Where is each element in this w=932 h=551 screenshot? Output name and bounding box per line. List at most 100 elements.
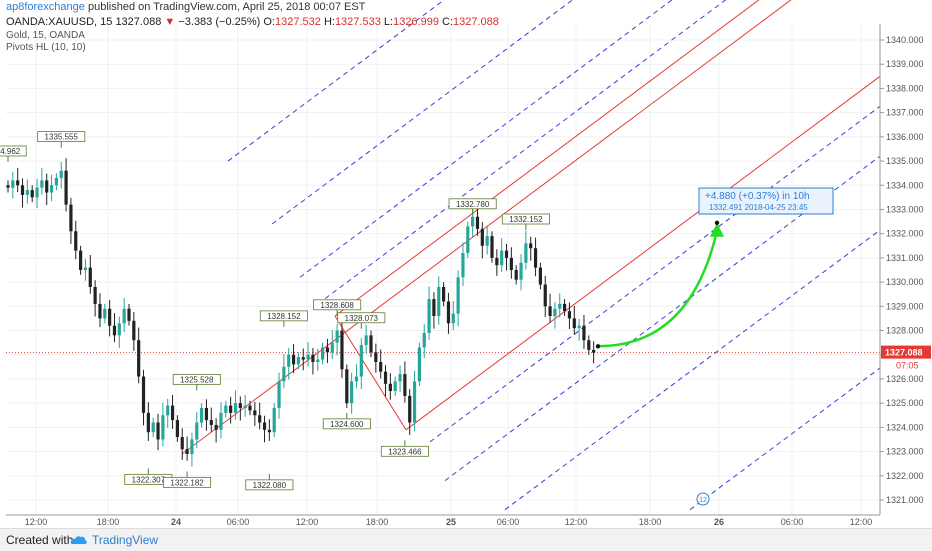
- candle-body: [267, 429, 271, 433]
- candle-body: [238, 403, 242, 408]
- time-tick-label: 24: [171, 517, 181, 527]
- candle-body: [364, 335, 368, 346]
- pitchfork-handle: [334, 315, 407, 431]
- close-value: 1327.088: [453, 16, 499, 28]
- high-label: H:: [323, 16, 335, 28]
- candle-body: [64, 170, 68, 205]
- candle-body: [548, 306, 552, 316]
- chart-header: ap8forexchange published on TradingView.…: [6, 0, 499, 54]
- pivot-label-box: [245, 479, 294, 491]
- time-tick-label: 26: [714, 517, 724, 527]
- candle-body: [432, 299, 436, 316]
- price-tick-label: 1323.000: [886, 447, 924, 457]
- ohlc-line: OANDA:XAUUSD, 15 1327.088 ▼ −3.383 (−0.2…: [6, 15, 499, 30]
- candle-body: [151, 422, 155, 433]
- pivot-label: 1335.555: [45, 133, 79, 142]
- candle-body: [490, 236, 494, 258]
- candle-body: [422, 332, 426, 348]
- created-with-label: Created with: [6, 533, 74, 547]
- series-label: Gold, 15, OANDA: [6, 30, 85, 41]
- candle-body: [451, 313, 455, 324]
- candle-body: [500, 250, 504, 266]
- candle-body: [180, 437, 184, 450]
- candles: [6, 158, 596, 467]
- tradingview-logo-icon: [70, 533, 88, 551]
- pivot-label: 34.962: [0, 147, 21, 156]
- close-label: C:: [442, 16, 454, 28]
- forecast-arrow: [597, 230, 719, 348]
- economic-event-count: 12: [699, 497, 707, 504]
- candle-body: [374, 352, 378, 362]
- blue-dashed-line: [299, 0, 673, 278]
- pivot-label: 1322.080: [253, 481, 287, 490]
- axes: 1321.000 1322.000 1323.000 1324.000 1325.000…: [6, 0, 932, 528]
- forecast-change: +4.880 (+0.37%) in 10h: [705, 191, 810, 202]
- pivot-label: 1322.307: [132, 475, 166, 484]
- price-tick-label: 1334.000: [886, 180, 924, 190]
- publish-line: ap8forexchange published on TradingView.…: [6, 0, 499, 15]
- candle-body: [427, 299, 431, 333]
- candle-body: [243, 405, 247, 408]
- time-tick-label: 18:00: [366, 517, 389, 527]
- pivot-label: 1323.466: [388, 447, 422, 456]
- candle-body: [195, 422, 199, 440]
- candle-body: [40, 180, 44, 188]
- pivot-label: 1332.780: [456, 200, 490, 209]
- candle-body: [471, 216, 475, 227]
- tradingview-brand[interactable]: TradingView: [92, 533, 159, 547]
- blue-dashed-line: [271, 0, 574, 225]
- price-tick-label: 1340.000: [886, 35, 924, 45]
- high-value: 1327.533: [334, 16, 381, 28]
- candle-body: [563, 303, 567, 312]
- candle-body: [74, 231, 78, 251]
- bar-countdown: 07:05: [896, 361, 919, 371]
- candle-body: [538, 267, 542, 285]
- publisher-name[interactable]: ap8forexchange: [6, 1, 85, 13]
- pivot-label-box: [448, 198, 497, 210]
- candle-body: [461, 253, 465, 278]
- forecast-end-point: [714, 220, 720, 225]
- candle-body: [524, 243, 528, 263]
- candle-body: [533, 248, 538, 268]
- candle-body: [388, 383, 392, 392]
- candle-body: [137, 340, 141, 377]
- candle-body: [572, 318, 576, 329]
- candle-body: [529, 243, 533, 249]
- candle-body: [442, 286, 446, 302]
- candle-body: [103, 308, 107, 319]
- pivot-labels: 34.962 1335.555 1322.307 1325.528 1322.182 13…: [0, 131, 550, 491]
- candle-body: [369, 335, 373, 353]
- candle-body: [350, 381, 354, 404]
- economic-event-icon: [696, 492, 710, 506]
- pivot-label-box: [259, 310, 308, 322]
- candle-body: [291, 354, 296, 365]
- candle-body: [122, 308, 126, 324]
- candle-body: [301, 357, 305, 360]
- pivot-label: 1328.073: [345, 314, 379, 323]
- candle-body: [272, 408, 276, 433]
- candle-body: [412, 381, 417, 423]
- pivot-label-box: [37, 131, 86, 143]
- price-tick-label: 1335.000: [886, 156, 924, 166]
- time-tick-label: 06:00: [497, 517, 520, 527]
- price-tick-label: 1329.000: [886, 301, 924, 311]
- red-channel-upper: [334, 0, 760, 317]
- candle-body: [287, 354, 291, 367]
- candle-body: [112, 325, 117, 336]
- indicator-label[interactable]: Pivots HL (10, 10): [6, 42, 86, 53]
- candle-body: [219, 412, 223, 430]
- candle-body: [204, 408, 209, 421]
- candle-body: [408, 395, 412, 423]
- pivot-label: 1328.152: [267, 312, 301, 321]
- candle-body: [321, 347, 325, 360]
- candle-body: [146, 412, 150, 433]
- candle-body: [20, 185, 25, 195]
- time-tick-label: 12:00: [850, 517, 873, 527]
- candle-body: [504, 250, 509, 258]
- candle-body: [567, 311, 572, 319]
- candle-body: [253, 410, 257, 416]
- candle-body: [543, 284, 547, 307]
- candle-body: [495, 257, 499, 266]
- candle-body: [417, 347, 421, 382]
